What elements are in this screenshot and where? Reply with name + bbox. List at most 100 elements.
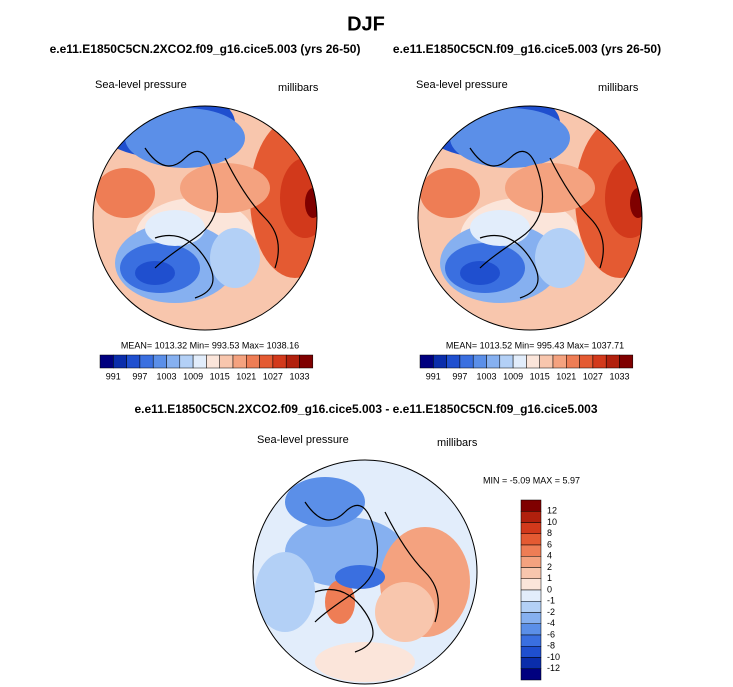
colorbar-box <box>499 354 514 369</box>
colorbar-box <box>605 354 620 369</box>
colorbar-box <box>552 354 567 369</box>
map-field <box>470 210 530 246</box>
colorbar-box <box>520 511 542 523</box>
colorbar-box <box>299 354 314 369</box>
right-label: millibars <box>598 82 639 94</box>
colorbar-box <box>566 354 580 369</box>
colorbar-box <box>520 634 542 647</box>
map-field <box>375 582 435 642</box>
stats: MIN = -5.09 MAX = 5.97 <box>483 475 580 485</box>
colorbar-label: 2 <box>547 562 552 572</box>
colorbar-label: 4 <box>547 551 552 561</box>
map-field <box>95 168 155 218</box>
map-field <box>460 261 500 285</box>
map-border <box>252 459 478 685</box>
coastline <box>144 147 279 299</box>
colorbar-box <box>232 354 247 369</box>
colorbar-box <box>459 354 474 369</box>
stats: MEAN= 1013.32 Min= 993.53 Max= 1038.16 <box>121 340 299 350</box>
colorbar-label: 997 <box>132 371 147 381</box>
colorbar-box <box>219 354 234 369</box>
colorbar-label: -2 <box>547 607 555 617</box>
colorbar-box <box>520 499 542 512</box>
colorbar-box <box>512 354 527 369</box>
colorbar-label: 0 <box>547 584 552 594</box>
map-field <box>280 158 317 238</box>
colorbar-label: 1033 <box>289 371 309 381</box>
colorbar-label: 997 <box>452 371 467 381</box>
right-label: millibars <box>437 437 478 449</box>
map-field <box>210 228 260 288</box>
colorbar-label: -10 <box>547 652 560 662</box>
map-field <box>315 642 415 682</box>
map-field <box>605 158 642 238</box>
colorbar-label: -6 <box>547 629 555 639</box>
colorbar-box <box>520 646 542 658</box>
colorbar-box <box>520 556 542 568</box>
left-label: Sea-level pressure <box>95 79 187 91</box>
panel-title: e.e11.E1850C5CN.2XCO2.f09_g16.cice5.003 … <box>135 402 598 416</box>
colorbar-box <box>192 354 207 369</box>
colorbar-box <box>520 533 542 546</box>
map-field <box>450 108 570 168</box>
colorbar-label: -12 <box>547 663 560 673</box>
stats: MEAN= 1013.52 Min= 995.43 Max= 1037.71 <box>446 340 624 350</box>
map <box>93 106 317 330</box>
colorbar-label: 1027 <box>263 371 283 381</box>
colorbar-box <box>472 354 487 369</box>
colorbar-box <box>520 589 542 602</box>
colorbar-box <box>446 354 461 369</box>
colorbar-box <box>259 354 274 369</box>
map <box>418 106 642 330</box>
colorbar-label: 6 <box>547 539 552 549</box>
colorbar-label: 1015 <box>530 371 550 381</box>
colorbar-box <box>526 354 540 369</box>
colorbar-label: 1003 <box>156 371 176 381</box>
left-label: Sea-level pressure <box>257 434 349 446</box>
colorbar-label: 1003 <box>476 371 496 381</box>
panel-title: e.e11.E1850C5CN.2XCO2.f09_g16.cice5.003 … <box>50 42 361 56</box>
colorbar-box <box>592 354 607 369</box>
colorbar-box <box>520 567 542 579</box>
colorbar-box <box>152 354 167 369</box>
colorbar-box <box>139 354 154 369</box>
colorbar-box <box>285 354 300 369</box>
colorbar-label: 1021 <box>556 371 576 381</box>
map-field <box>125 108 245 168</box>
colorbar-box <box>520 544 542 557</box>
colorbar-label: 1 <box>547 573 552 583</box>
colorbar-box <box>206 354 220 369</box>
colorbar-box <box>520 657 542 669</box>
map-field <box>305 188 317 218</box>
colorbar-box <box>539 354 554 369</box>
colorbar-box <box>520 522 542 534</box>
colorbar-label: 1009 <box>503 371 523 381</box>
colorbar-label: 1033 <box>609 371 629 381</box>
colorbar-label: -8 <box>547 641 555 651</box>
map-border <box>417 105 643 331</box>
colorbar-label: 12 <box>547 506 557 516</box>
colorbar-box <box>486 354 501 369</box>
colorbar-box <box>126 354 141 369</box>
colorbar-box <box>419 354 434 369</box>
map-field <box>285 477 365 527</box>
colorbar-box <box>619 354 634 369</box>
figure-title: DJF <box>347 13 385 35</box>
colorbar-box <box>179 354 194 369</box>
colorbar-box <box>113 354 127 369</box>
colorbar-label: 8 <box>547 528 552 538</box>
left-label: Sea-level pressure <box>416 79 508 91</box>
colorbar-box <box>272 354 287 369</box>
colorbar-label: 1021 <box>236 371 256 381</box>
map-field <box>420 168 480 218</box>
map-field <box>180 163 270 213</box>
colorbar-box <box>579 354 594 369</box>
map-border <box>92 105 318 331</box>
colorbar-label: 1015 <box>210 371 230 381</box>
colorbar-box <box>520 612 542 624</box>
coastline <box>469 147 604 299</box>
colorbar-label: 1027 <box>583 371 603 381</box>
colorbar-label: 991 <box>426 371 441 381</box>
colorbar-box <box>520 578 542 591</box>
